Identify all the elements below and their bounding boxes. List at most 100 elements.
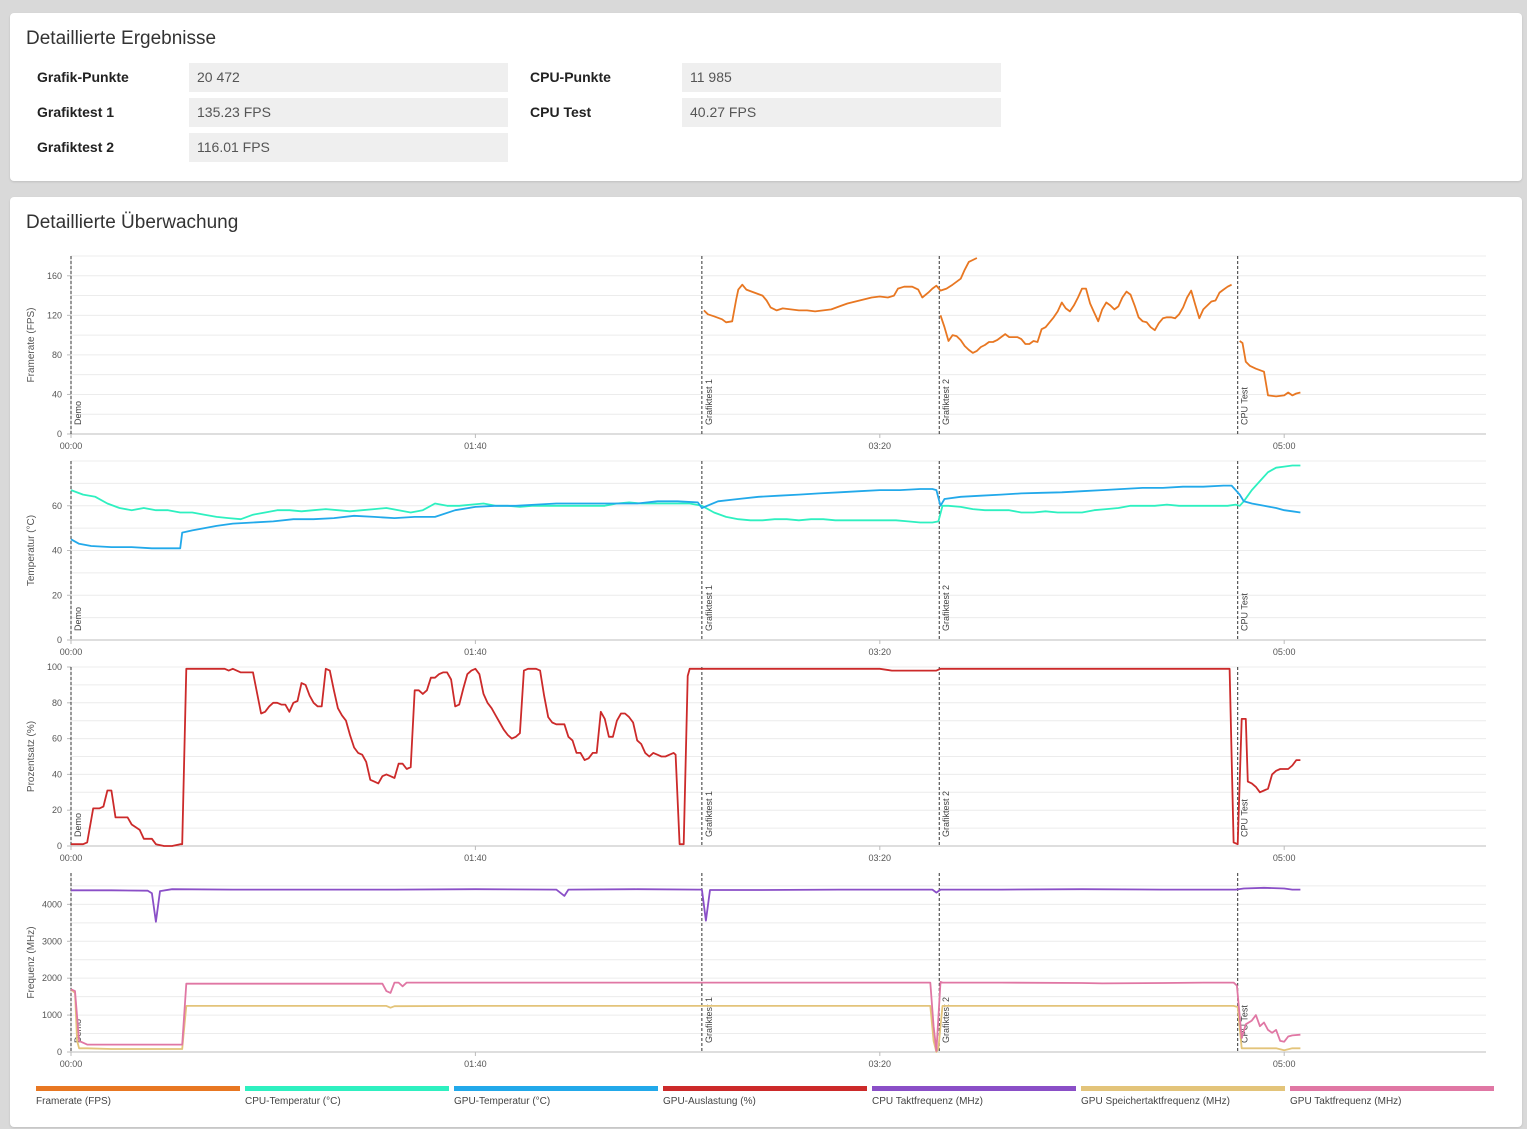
legend-item[interactable]: GPU-Temperatur (°C) xyxy=(454,1086,658,1107)
y-tick-label: 0 xyxy=(57,1047,62,1057)
legend-label: GPU Speichertaktfrequenz (MHz) xyxy=(1081,1096,1230,1107)
series-line xyxy=(70,464,1301,524)
x-tick-label: 00:00 xyxy=(60,441,83,451)
test-marker-label: Demo xyxy=(73,607,83,631)
legend-label: GPU-Auslastung (%) xyxy=(663,1096,756,1107)
legend-swatch xyxy=(36,1086,240,1091)
test-marker-label: Grafiktest 2 xyxy=(941,585,951,631)
test-marker-label: Grafiktest 2 xyxy=(941,379,951,425)
series-line xyxy=(70,981,1301,1052)
legend-item[interactable]: Framerate (FPS) xyxy=(36,1086,240,1107)
chart-panel-3: 0 20 40 60 80 100 00:00 01:40 03:20 05:00 Prozents… xyxy=(26,662,1486,863)
y-tick-label: 0 xyxy=(57,635,62,645)
result-label-cpu-score: CPU-Punkte xyxy=(530,69,611,85)
legend-label: GPU-Temperatur (°C) xyxy=(454,1096,551,1107)
x-tick-label: 00:00 xyxy=(60,1059,83,1069)
test-marker-label: CPU Test xyxy=(1240,1005,1250,1043)
y-tick-label: 0 xyxy=(57,429,62,439)
x-tick-label: 01:40 xyxy=(464,853,487,863)
test-marker-label: Demo xyxy=(73,401,83,425)
legend-item[interactable]: GPU-Auslastung (%) xyxy=(663,1086,867,1107)
legend-label: GPU Taktfrequenz (MHz) xyxy=(1290,1096,1402,1107)
monitoring-charts: 0 40 80 120 160 00:00 01:40 03:20 05:00 Framerate… xyxy=(26,255,1486,1069)
y-tick-label: 3000 xyxy=(42,936,62,946)
series-line xyxy=(70,988,1301,1053)
y-tick-label: 60 xyxy=(52,501,62,511)
results-card: Detaillierte Ergebnisse Grafik-Punkte 20… xyxy=(10,13,1522,181)
legend-swatch xyxy=(245,1086,449,1091)
test-marker-label: CPU Test xyxy=(1240,799,1250,837)
y-axis-title: Framerate (FPS) xyxy=(26,307,37,382)
monitoring-title: Detaillierte Überwachung xyxy=(26,212,239,233)
test-marker-label: Grafiktest 2 xyxy=(941,997,951,1043)
chart-panel-4: 0 1000 2000 3000 4000 00:00 01:40 03:20 05:00 Fre… xyxy=(26,873,1486,1069)
y-tick-label: 100 xyxy=(47,662,62,672)
test-marker-label: Grafiktest 1 xyxy=(704,997,714,1043)
x-tick-label: 01:40 xyxy=(464,647,487,657)
x-tick-label: 00:00 xyxy=(60,853,83,863)
x-tick-label: 00:00 xyxy=(60,647,83,657)
series-line xyxy=(71,886,1301,923)
y-tick-label: 0 xyxy=(57,841,62,851)
test-marker-label: Grafiktest 2 xyxy=(941,791,951,837)
result-label-graphics-score: Grafik-Punkte xyxy=(37,69,129,85)
series-line xyxy=(71,667,1301,847)
result-label-cpu-test: CPU Test xyxy=(530,104,592,120)
y-tick-label: 40 xyxy=(52,389,62,399)
monitoring-card: Detaillierte Überwachung xyxy=(10,197,1522,1127)
y-tick-label: 20 xyxy=(52,805,62,815)
x-tick-label: 05:00 xyxy=(1273,441,1296,451)
series-line xyxy=(1239,340,1301,398)
result-value-cpu-test: 40.27 FPS xyxy=(682,98,1001,127)
result-value-cpu-score: 11 985 xyxy=(682,63,1001,92)
y-tick-label: 40 xyxy=(52,546,62,556)
x-tick-label: 03:20 xyxy=(869,647,892,657)
x-tick-label: 03:20 xyxy=(869,853,892,863)
y-tick-label: 80 xyxy=(52,698,62,708)
legend-label: CPU Taktfrequenz (MHz) xyxy=(872,1096,983,1107)
x-tick-label: 05:00 xyxy=(1273,1059,1296,1069)
x-tick-label: 01:40 xyxy=(464,441,487,451)
x-tick-label: 05:00 xyxy=(1273,647,1296,657)
result-label-graphics-test-1: Grafiktest 1 xyxy=(37,104,115,120)
y-tick-label: 20 xyxy=(52,590,62,600)
result-value-graphics-score: 20 472 xyxy=(189,63,508,92)
series-line xyxy=(939,283,1233,354)
result-label-graphics-test-2: Grafiktest 2 xyxy=(37,139,115,155)
result-value-graphics-test-1: 135.23 FPS xyxy=(189,98,508,127)
x-tick-label: 03:20 xyxy=(869,441,892,451)
result-value-graphics-test-2: 116.01 FPS xyxy=(189,133,508,162)
legend-swatch xyxy=(454,1086,658,1091)
legend-item[interactable]: CPU Taktfrequenz (MHz) xyxy=(872,1086,1076,1107)
test-marker-label: Grafiktest 1 xyxy=(704,379,714,425)
y-tick-label: 60 xyxy=(52,734,62,744)
y-tick-label: 40 xyxy=(52,769,62,779)
legend-label: Framerate (FPS) xyxy=(36,1096,112,1107)
legend-swatch xyxy=(663,1086,867,1091)
y-tick-label: 1000 xyxy=(42,1010,62,1020)
y-tick-label: 2000 xyxy=(42,973,62,983)
x-tick-label: 05:00 xyxy=(1273,853,1296,863)
legend-swatch xyxy=(1290,1086,1494,1091)
legend-swatch xyxy=(872,1086,1076,1091)
results-title: Detaillierte Ergebnisse xyxy=(26,28,217,49)
test-marker-label: Grafiktest 1 xyxy=(704,791,714,837)
legend-swatch xyxy=(1081,1086,1285,1091)
y-tick-label: 80 xyxy=(52,350,62,360)
y-axis-title: Frequenz (MHz) xyxy=(26,926,37,998)
legend-item[interactable]: GPU Taktfrequenz (MHz) xyxy=(1290,1086,1494,1107)
y-axis-title: Prozentsatz (%) xyxy=(26,721,37,792)
legend-item[interactable]: GPU Speichertaktfrequenz (MHz) xyxy=(1081,1086,1285,1107)
chart-panel-2: 0 20 40 60 00:00 01:40 03:20 05:00 Temperatur (°… xyxy=(26,460,1486,657)
test-marker-label: Demo xyxy=(73,813,83,837)
series-line xyxy=(703,257,978,324)
chart-panel-1: 0 40 80 120 160 00:00 01:40 03:20 05:00 Framerate… xyxy=(26,255,1486,451)
y-axis-title: Temperatur (°C) xyxy=(26,515,37,586)
y-tick-label: 160 xyxy=(47,271,62,281)
x-tick-label: 03:20 xyxy=(869,1059,892,1069)
legend-item[interactable]: CPU-Temperatur (°C) xyxy=(245,1086,449,1107)
test-marker-label: Grafiktest 1 xyxy=(704,585,714,631)
legend-label: CPU-Temperatur (°C) xyxy=(245,1096,341,1107)
y-tick-label: 120 xyxy=(47,310,62,320)
series-line xyxy=(70,484,1301,550)
